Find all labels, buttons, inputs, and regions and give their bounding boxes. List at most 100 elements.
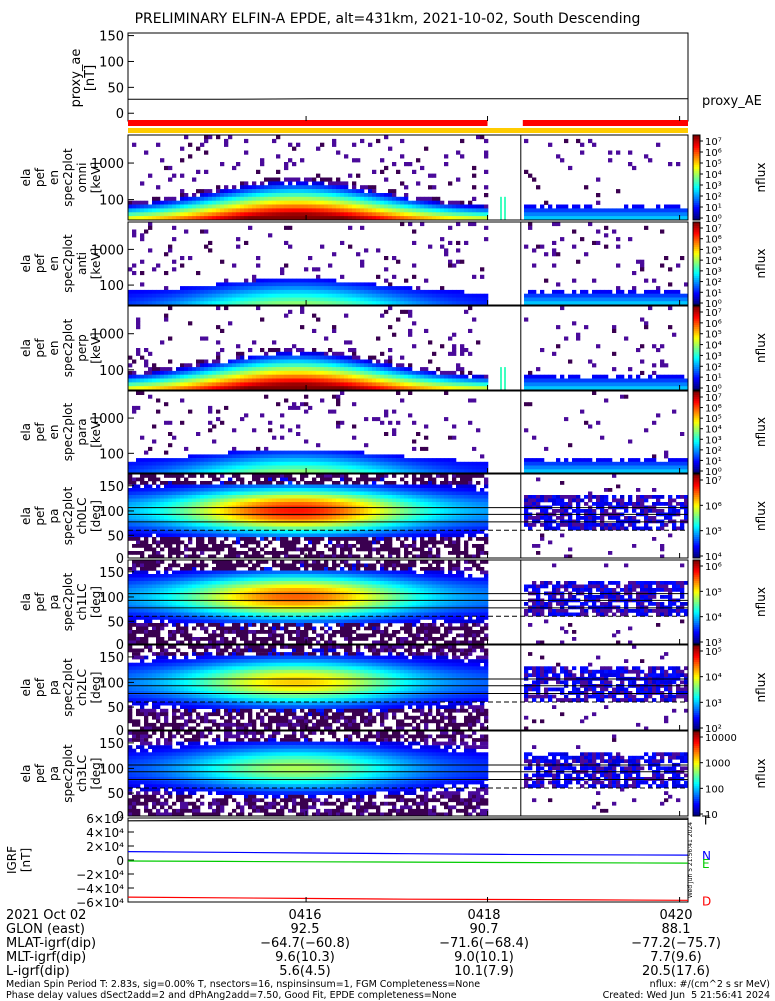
heatmap-cell [624, 337, 628, 341]
heatmap-cell [208, 294, 212, 298]
heatmap-cell [156, 466, 160, 470]
heatmap-cell [336, 488, 340, 492]
heatmap-cell [432, 466, 436, 470]
heatmap-cell [276, 537, 280, 541]
heatmap-cell [144, 212, 148, 216]
heatmap-cell [180, 551, 184, 555]
heatmap-cell [260, 318, 264, 322]
heatmap-cell [192, 516, 196, 520]
heatmap-cell [660, 264, 664, 268]
heatmap-cell [348, 382, 352, 386]
heatmap-cell [360, 367, 364, 371]
heatmap-cell [652, 421, 656, 425]
heatmap-cell [372, 170, 376, 174]
heatmap-cell [244, 382, 248, 386]
heatmap-cell [224, 371, 228, 375]
heatmap-cell [316, 174, 320, 178]
heatmap-cell [540, 245, 544, 249]
heatmap-cell [168, 197, 172, 201]
heatmap-cell [200, 454, 204, 458]
heatmap-cell [576, 260, 580, 264]
colorbar-tick-label: 10⁵ [705, 159, 722, 170]
heatmap-cell [264, 189, 268, 193]
heatmap-cell [580, 379, 584, 383]
heatmap-cell [356, 212, 360, 216]
heatmap-cell [164, 314, 168, 318]
heatmap-cell [232, 466, 236, 470]
heatmap-cell [216, 197, 220, 201]
heatmap-cell [140, 282, 144, 286]
heatmap-cell [620, 462, 624, 466]
heatmap-cell [336, 205, 340, 209]
heatmap-cell [164, 298, 168, 302]
heatmap-cell [312, 502, 316, 506]
heatmap-cell [556, 208, 560, 212]
heatmap-cell [284, 360, 288, 364]
heatmap-cell [240, 537, 244, 541]
heatmap-cell [252, 379, 256, 383]
heatmap-cell [244, 516, 248, 520]
heatmap-cell [396, 371, 400, 375]
heatmap-cell [656, 375, 660, 379]
heatmap-cell [260, 298, 264, 302]
heatmap-cell [304, 481, 308, 485]
heatmap-cell [252, 275, 256, 279]
heatmap-cell [216, 298, 220, 302]
heatmap-cell [208, 379, 212, 383]
heatmap-cell [476, 462, 480, 466]
heatmap-cell [640, 462, 644, 466]
heatmap-cell [392, 382, 396, 386]
heatmap-cell [276, 454, 280, 458]
heatmap-cell [244, 367, 248, 371]
heatmap-cell [352, 205, 356, 209]
heatmap-cell [376, 462, 380, 466]
heatmap-cell [132, 382, 136, 386]
y-axis-label: spec2plot [61, 148, 75, 207]
heatmap-cell [220, 348, 224, 352]
heatmap-cell [204, 534, 208, 538]
heatmap-cell [268, 201, 272, 205]
heatmap-cell [412, 230, 416, 234]
heatmap-cell [356, 193, 360, 197]
heatmap-cell [472, 462, 476, 466]
heatmap-cell [352, 379, 356, 383]
heatmap-cell [580, 458, 584, 462]
heatmap-cell [284, 178, 288, 182]
heatmap-cell [304, 492, 308, 496]
heatmap-cell [304, 367, 308, 371]
heatmap-cell [368, 294, 372, 298]
heatmap-cell [576, 294, 580, 298]
heatmap-cell [324, 189, 328, 193]
heatmap-cell [412, 382, 416, 386]
heatmap-cell [460, 208, 464, 212]
heatmap-cell [292, 499, 296, 503]
heatmap-cell [276, 402, 280, 406]
heatmap-cell [284, 363, 288, 367]
heatmap-cell [180, 516, 184, 520]
heatmap-cell [152, 488, 156, 492]
heatmap-cell [148, 205, 152, 209]
heatmap-cell [548, 143, 552, 147]
heatmap-cell [468, 306, 472, 310]
heatmap-cell [248, 348, 252, 352]
heatmap-cell [240, 360, 244, 364]
heatmap-cell [300, 523, 304, 527]
heatmap-cell [148, 375, 152, 379]
heatmap-cell [580, 462, 584, 466]
heatmap-cell [652, 466, 656, 470]
heatmap-cell [304, 286, 308, 290]
heatmap-cell [268, 492, 272, 496]
heatmap-cell [400, 201, 404, 205]
heatmap-cell [568, 382, 572, 386]
heatmap-cell [460, 290, 464, 294]
heatmap-cell [168, 495, 172, 499]
heatmap-cell [564, 458, 568, 462]
heatmap-cell [220, 282, 224, 286]
heatmap-cell [468, 208, 472, 212]
heatmap-cell [156, 478, 160, 482]
heatmap-cell [352, 458, 356, 462]
heatmap-cell [400, 154, 404, 158]
heatmap-cell [456, 466, 460, 470]
heatmap-cell [244, 298, 248, 302]
heatmap-cell [248, 197, 252, 201]
